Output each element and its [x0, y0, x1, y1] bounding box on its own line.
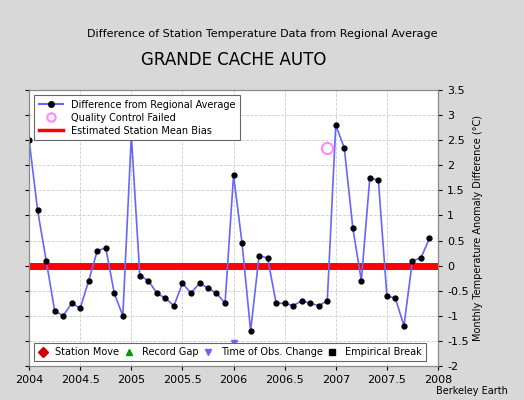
Y-axis label: Monthly Temperature Anomaly Difference (°C): Monthly Temperature Anomaly Difference (… [473, 115, 483, 341]
Title: GRANDE CACHE AUTO: GRANDE CACHE AUTO [141, 51, 326, 69]
Text: Berkeley Earth: Berkeley Earth [436, 386, 508, 396]
Text: Difference of Station Temperature Data from Regional Average: Difference of Station Temperature Data f… [87, 29, 437, 39]
Legend: Station Move, Record Gap, Time of Obs. Change, Empirical Break: Station Move, Record Gap, Time of Obs. C… [34, 343, 425, 361]
